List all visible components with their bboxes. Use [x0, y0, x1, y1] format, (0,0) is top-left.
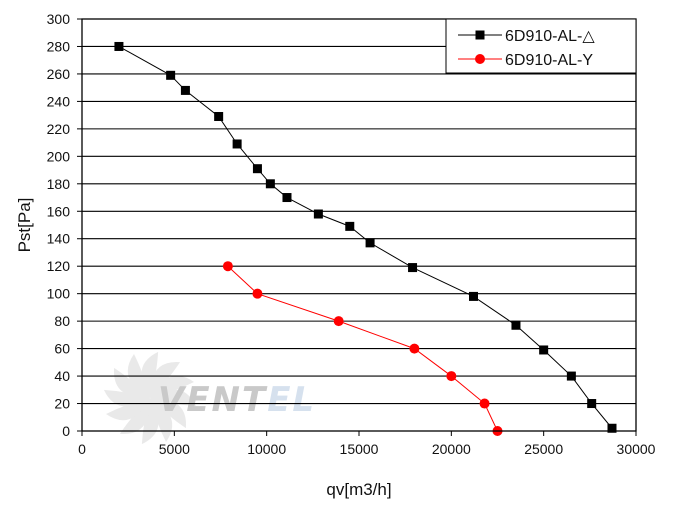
y-tick-label: 280: [47, 38, 71, 54]
data-point: [222, 261, 233, 272]
legend-item: 6D910-AL-Y: [458, 52, 593, 69]
data-point: [409, 343, 420, 354]
y-tick-label: 180: [47, 176, 71, 192]
x-axis-title: qv[m3/h]: [326, 480, 391, 499]
y-axis-title: Pst[Pa]: [15, 198, 34, 253]
fan-blade: [149, 362, 181, 398]
x-tick-label: 15000: [340, 441, 379, 457]
data-point: [282, 193, 292, 203]
x-axis: 0 5000 10000 15000 20000 25000 30000: [78, 431, 656, 457]
watermark-text: VENTEL: [158, 380, 316, 420]
y-tick-label: 160: [47, 203, 71, 219]
data-point: [232, 139, 242, 149]
ventel-watermark: VENTEL: [103, 351, 316, 445]
watermark-text-light: EL: [267, 380, 316, 420]
legend: 6D910-AL-△ 6D910-AL-Y: [445, 18, 637, 74]
data-point: [166, 70, 176, 80]
x-tick-label: 10000: [247, 441, 286, 457]
watermark-text-dark: VENT: [158, 380, 268, 420]
data-point: [587, 399, 597, 409]
y-tick-label: 60: [54, 341, 70, 357]
data-point: [607, 423, 617, 433]
y-tick-label: 80: [54, 313, 70, 329]
fan-blade: [150, 389, 197, 407]
data-point: [214, 112, 224, 122]
data-point: [313, 209, 323, 219]
y-tick-label: 200: [47, 148, 71, 164]
y-tick-label: 300: [47, 11, 71, 27]
x-tick-label: 20000: [432, 441, 471, 457]
y-axis: 0 20 40 60 80 100 120 140 160 180 200 220 240 260 280 3…: [47, 11, 82, 439]
legend-marker: [475, 54, 485, 64]
legend-item: 6D910-AL-△: [458, 28, 595, 45]
legend-marker: [475, 30, 485, 40]
x-tick-label: 30000: [617, 441, 656, 457]
data-point: [180, 85, 190, 95]
legend-label: 6D910-AL-Y: [505, 52, 593, 69]
series-line: [118, 46, 613, 429]
series-1: [114, 41, 617, 433]
y-tick-label: 140: [47, 231, 71, 247]
legend-label: 6D910-AL-△: [505, 28, 595, 45]
legend-box: [445, 18, 637, 74]
data-point: [511, 320, 521, 330]
fan-blade: [141, 351, 159, 398]
data-point: [566, 371, 576, 381]
data-point: [114, 41, 124, 51]
y-tick-label: 20: [54, 396, 70, 412]
grid-lines: [82, 45, 636, 405]
data-point: [333, 316, 344, 327]
data-point: [252, 288, 263, 299]
fan-blade: [103, 389, 150, 407]
y-tick-label: 100: [47, 286, 71, 302]
y-tick-label: 0: [62, 423, 70, 439]
y-tick-label: 40: [54, 368, 70, 384]
y-tick-label: 260: [47, 66, 71, 82]
data-point: [252, 164, 262, 174]
y-tick-label: 220: [47, 121, 71, 137]
data-point: [345, 221, 355, 231]
data-point: [408, 263, 418, 273]
data-point: [265, 179, 275, 189]
fan-blade: [141, 398, 159, 445]
y-tick-label: 120: [47, 258, 71, 274]
data-point: [446, 371, 457, 382]
x-tick-label: 25000: [524, 441, 563, 457]
data-point: [468, 291, 478, 301]
y-tick-label: 240: [47, 93, 71, 109]
data-point: [539, 345, 549, 355]
data-point: [479, 398, 490, 409]
data-point: [365, 238, 375, 248]
x-tick-label: 0: [78, 441, 86, 457]
x-tick-label: 5000: [159, 441, 190, 457]
